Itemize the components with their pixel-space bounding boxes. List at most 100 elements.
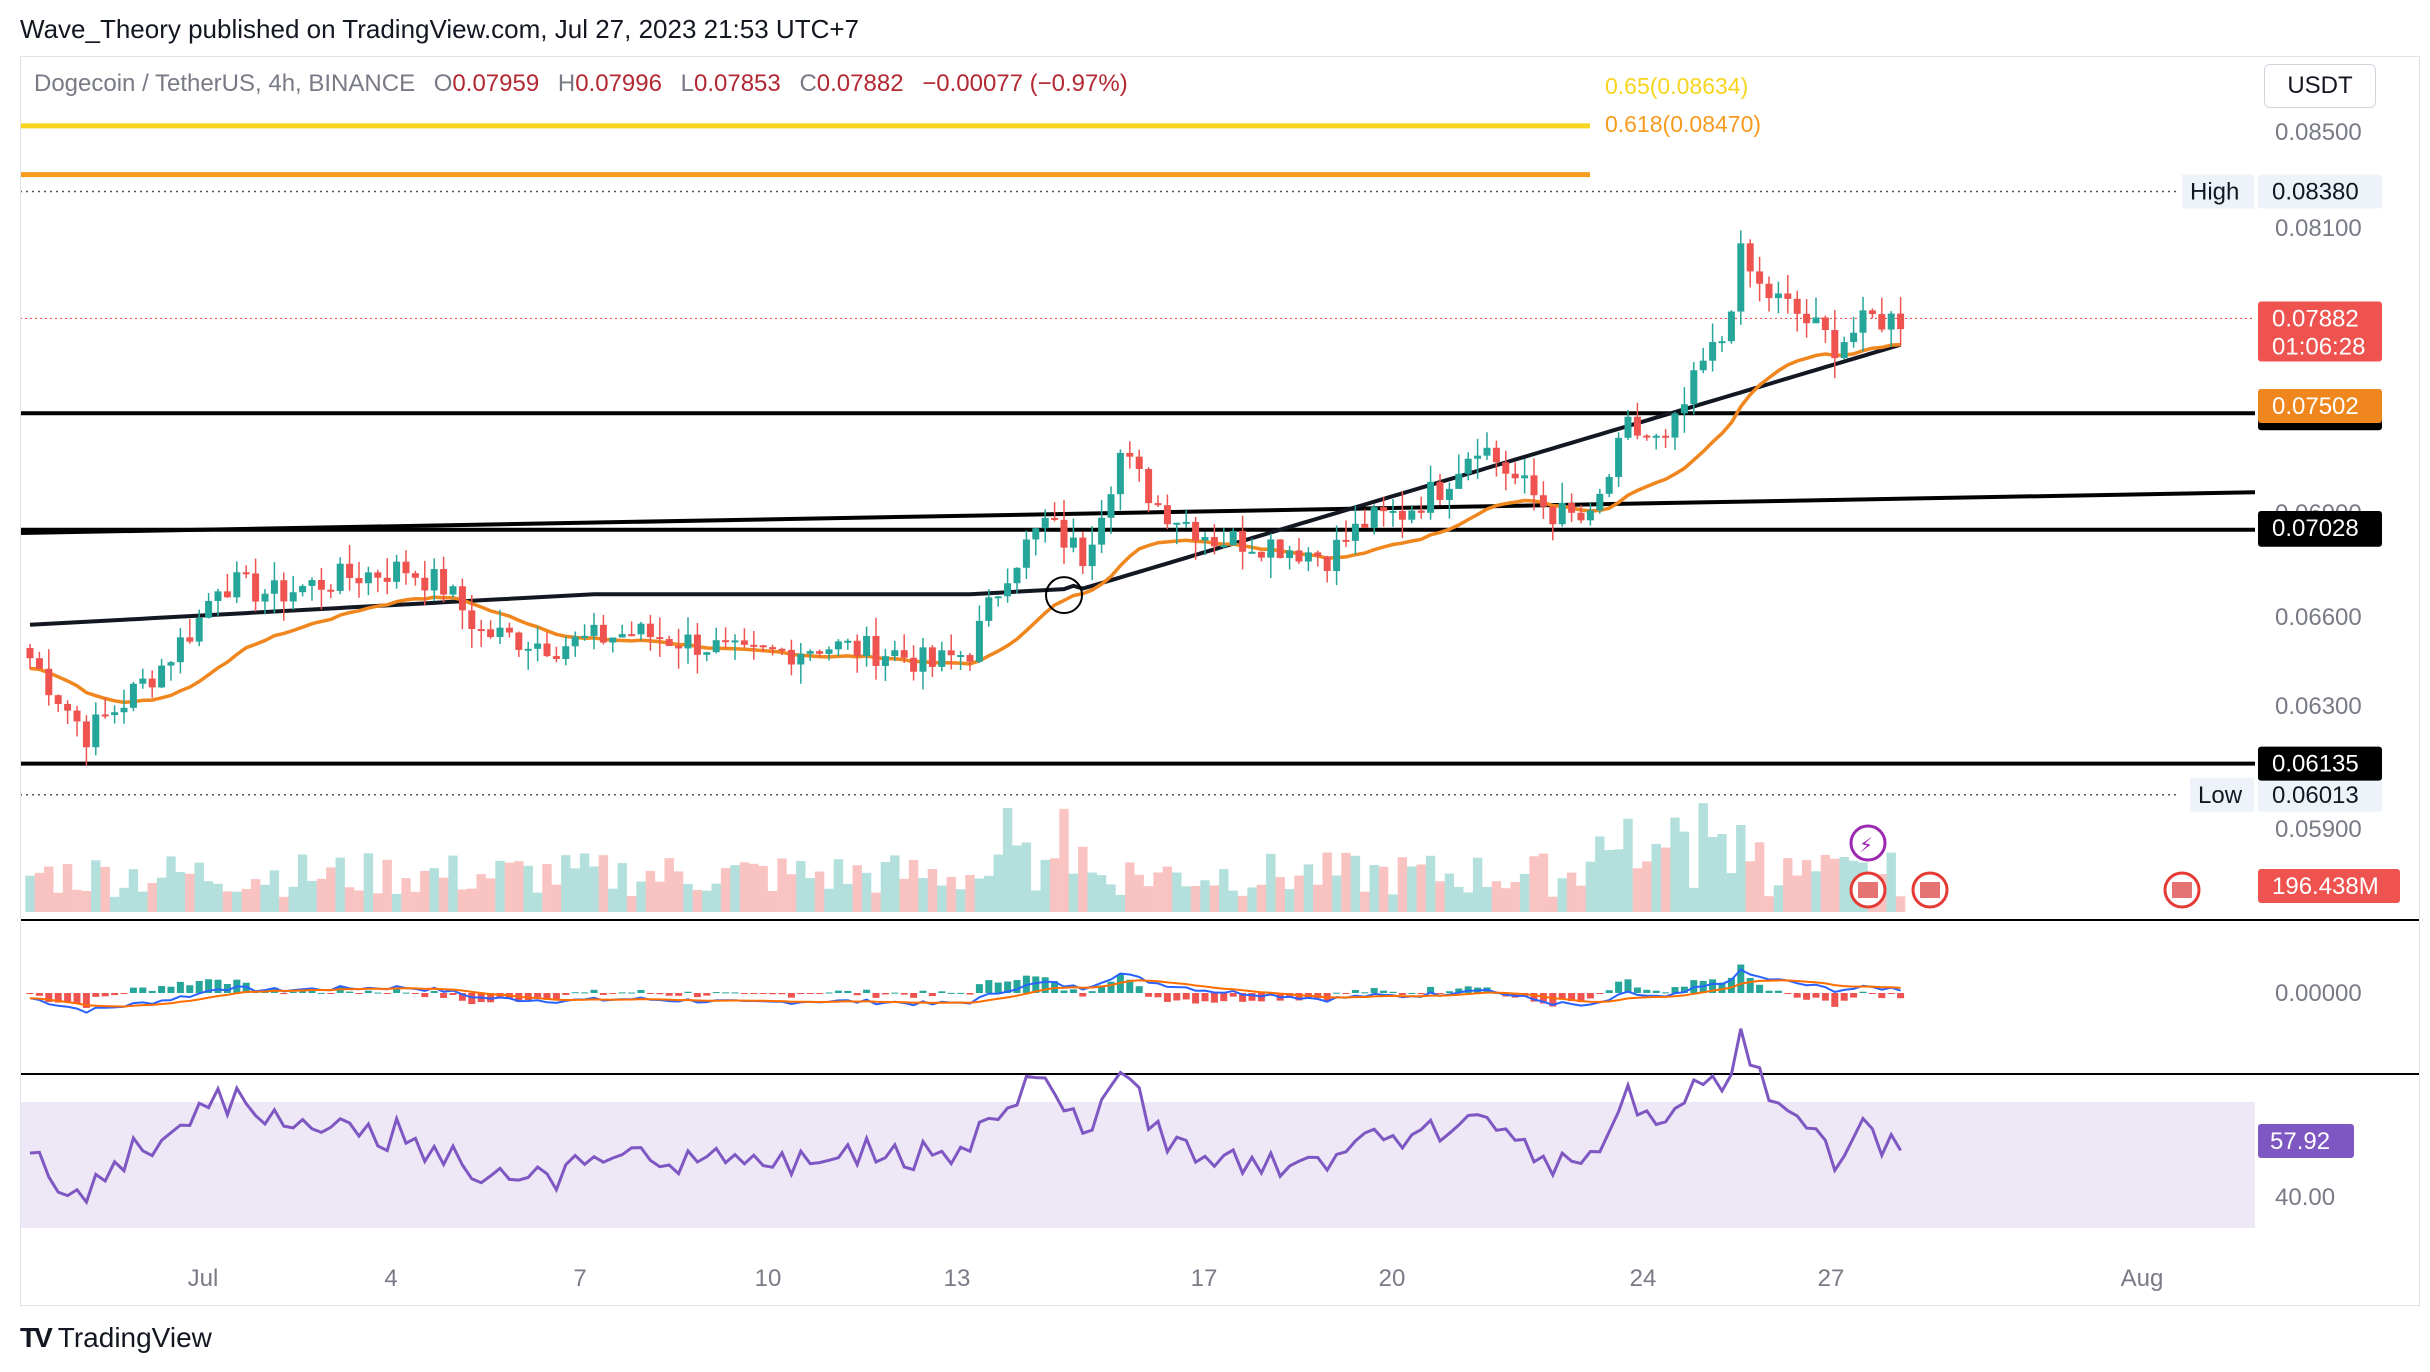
candle (1145, 467, 1153, 513)
candle-body (1304, 552, 1312, 562)
macd-histogram-bar (985, 980, 993, 993)
candle (637, 621, 645, 641)
macd-histogram-bar (64, 993, 72, 1003)
level-price-tag-text: 0.06135 (2272, 751, 2359, 778)
volume-bar (1613, 849, 1624, 912)
volume-bar (1482, 886, 1492, 912)
candle (1492, 440, 1500, 477)
volume-bar (542, 864, 552, 912)
candle-body (1286, 550, 1294, 558)
macd-histogram-bar (1558, 993, 1566, 1000)
candle-body (1878, 314, 1886, 330)
volume-bar (636, 881, 646, 912)
volume-bar (269, 870, 280, 912)
volume-bar (185, 873, 195, 912)
candle-body (54, 695, 62, 704)
currency-button[interactable]: USDT (2264, 64, 2376, 108)
ema200-price-tag-text: 0.07028 (2272, 515, 2359, 542)
macd-histogram-bar (994, 982, 1002, 993)
macd-histogram-bar (1380, 990, 1388, 993)
macd-histogram-bar (1163, 993, 1171, 1002)
macd-histogram-bar (487, 993, 495, 1003)
macd-histogram-bar (1398, 993, 1406, 995)
macd-histogram-bar (1812, 993, 1820, 998)
candle (1079, 531, 1087, 574)
volume-bar (720, 868, 731, 912)
macd-histogram-bar (1709, 979, 1717, 993)
macd-histogram-bar (1596, 993, 1604, 994)
candle (769, 644, 777, 656)
candle-body (364, 572, 372, 584)
macd-histogram-bar (1154, 993, 1162, 998)
candle-body (712, 640, 720, 653)
candle (1850, 316, 1858, 348)
candle-body (900, 650, 908, 658)
close-value: 0.07882 (816, 70, 904, 97)
candle (1840, 336, 1848, 360)
macd-tick-label: 0.00000 (2275, 980, 2362, 1007)
volume-bar (1585, 861, 1596, 912)
volume-bar (589, 866, 599, 912)
candle-body (703, 652, 711, 655)
candle (1502, 450, 1510, 491)
candle-body (393, 561, 401, 582)
volume-bar (138, 891, 148, 912)
candle (524, 641, 532, 670)
candle (656, 617, 664, 657)
candle-body (957, 655, 965, 658)
candle-body (863, 635, 871, 657)
macd-histogram-bar (458, 993, 466, 1001)
macd-histogram-bar (562, 993, 570, 995)
candle (872, 617, 880, 680)
rsi-value-tag (2258, 1124, 2354, 1158)
candle-body (317, 580, 325, 590)
macd-histogram-bar (1530, 993, 1538, 1002)
volume-bar (504, 862, 515, 912)
candle (571, 631, 579, 657)
candle-body (975, 620, 983, 662)
volume-bar (297, 854, 308, 912)
candle-body (242, 572, 250, 575)
candle (223, 574, 231, 598)
macd-histogram-bar (355, 993, 363, 994)
candle-body (778, 648, 786, 651)
volume-bar (194, 862, 204, 912)
candle (599, 614, 607, 645)
volume-bar (1670, 817, 1680, 912)
macd-histogram-bar (1455, 988, 1463, 993)
volume-bar (1322, 852, 1332, 912)
macd-histogram-bar (45, 993, 53, 1002)
candle-body (148, 678, 156, 688)
volume-bar (890, 855, 900, 912)
macd-histogram-bar (1333, 992, 1341, 994)
candle (1812, 297, 1820, 324)
candle-body (1784, 293, 1792, 299)
macd-histogram-bar (35, 993, 43, 996)
candle (505, 622, 513, 638)
candle-body (562, 646, 570, 659)
candle (252, 558, 260, 612)
candle-body (910, 657, 918, 672)
macd-histogram-bar (769, 993, 777, 995)
volume-bar (1181, 886, 1191, 912)
volume-bar (1454, 886, 1464, 912)
candle-body (1765, 283, 1773, 299)
tradingview-logo[interactable]: TV TradingView (20, 1322, 212, 1354)
volume-bar (1801, 860, 1812, 912)
volume-bar (965, 875, 975, 912)
macd-histogram-bar (534, 993, 542, 998)
volume-bar (203, 881, 214, 912)
volume-bar (166, 856, 176, 912)
macd-histogram-bar (543, 993, 551, 1000)
volume-bar (1012, 845, 1022, 912)
high-value-tag-text: 0.08380 (2272, 179, 2359, 206)
lightning-icon: ⚡ (1859, 833, 1873, 857)
volume-bar (1416, 864, 1426, 912)
symbol-name[interactable]: Dogecoin / TetherUS, 4h, BINANCE (34, 70, 416, 97)
volume-bar (786, 874, 797, 912)
candle-body (1060, 519, 1068, 548)
macd-histogram-bar (158, 986, 166, 993)
macd-histogram-bar (1821, 993, 1829, 1001)
volume-bar (1717, 834, 1727, 912)
